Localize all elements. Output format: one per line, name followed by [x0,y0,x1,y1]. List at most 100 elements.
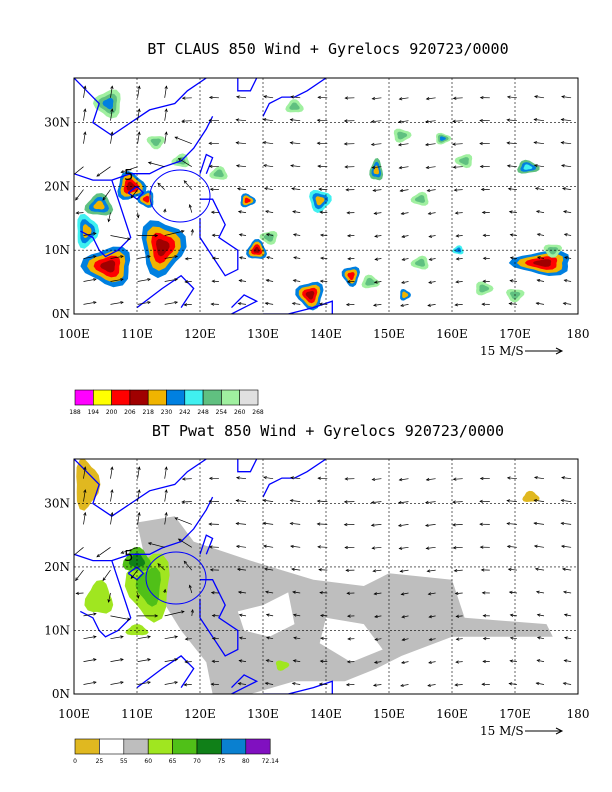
wind-vector-head [291,682,296,686]
wind-vector-head [164,108,168,113]
wind-vector [373,684,382,686]
coastline-segment [199,198,239,277]
wind-vector-head [211,613,216,618]
wind-vector-head [290,164,294,168]
cloud-fill-region [523,164,533,170]
wind-vector [319,303,328,305]
cloud-fill-region [142,195,150,203]
cloud-fill-region [397,131,408,140]
wind-vector [290,545,301,548]
wind-vector-head [136,214,140,219]
wind-vector-head [428,660,432,664]
wind-vector [372,166,382,169]
wind-vector-head [509,279,514,283]
colorbar-label: 248 [197,409,209,416]
wind-vector [454,569,463,572]
wind-vector-head [235,164,240,168]
wind-vector-head [397,523,402,528]
colorbar-label: 254 [216,409,228,416]
panel1-gyre-circle [149,169,211,223]
coastline-segment [231,674,259,694]
wind-vector-head [535,210,540,214]
wind-vector-head [137,511,141,516]
wind-vector [83,512,86,525]
wind-vector [510,234,517,236]
wind-vector [456,615,463,617]
wind-vector-head [75,196,79,201]
wind-vector [178,538,192,548]
wind-vector-head [174,255,179,259]
wind-vector-head [560,499,565,503]
wind-vector [110,615,131,620]
wind-vector [96,547,111,558]
colorbar-label: 65 [169,758,177,765]
wind-vector [191,609,194,616]
wind-vector [239,637,247,640]
wind-vector [507,142,517,145]
panel2-title: BT Pwat 850 Wind + Gyrelocs 920723/0000 [152,422,504,440]
wind-vector-head [506,476,511,480]
wind-vector-head [190,609,194,613]
wind-vector-head [266,256,270,260]
wind-vector [164,681,178,685]
wind-vector [239,257,247,259]
x-tick-label: 140E [310,707,342,721]
wind-vector [563,211,572,213]
wind-vector [508,188,517,190]
wind-vector-head [563,590,567,594]
wind-vector-head [210,682,215,686]
x-tick-label: 160E [436,707,468,721]
coastline-segment [74,553,132,638]
wind-vector-head [318,302,323,306]
wind-vector-head [291,567,295,571]
wind-vector-head [562,682,567,686]
wind-vector [402,638,409,641]
wind-vector [317,500,328,502]
wind-vector-head [344,96,349,100]
colorbar-swatch [93,389,112,406]
wind-vector [174,136,192,145]
wind-vector [266,614,274,617]
wind-vector-head [264,567,268,571]
colorbar-swatch [196,738,222,755]
panel1-gridlines [74,78,578,314]
wind-vector-head [370,500,375,504]
colorbar-label: 242 [179,409,191,416]
cloud-fill-region [253,246,260,253]
wind-vector [428,212,436,215]
wind-vector-head [137,85,141,90]
x-tick-label: 110E [121,327,153,341]
wind-vector-head [238,659,243,663]
wind-vector-head [183,560,188,565]
wind-vector [236,545,247,548]
wind-vector-head [209,568,214,572]
wind-vector-head [562,301,567,306]
wind-vector-head [174,681,179,685]
cloud-fill-region [547,247,559,255]
wind-vector-head [347,637,351,641]
wind-vector [110,255,124,259]
wind-vector-head [399,569,404,573]
wind-vector-head [164,466,168,471]
wind-vector [401,615,409,618]
wind-vector [83,278,97,282]
wind-vector-head [454,211,459,215]
wind-vector [452,501,463,503]
wind-vector-head [83,108,87,112]
colorbar-label: 230 [161,409,173,416]
wind-vector [320,234,328,236]
wind-vector [561,119,572,122]
panel2-map: 5 100E 110E 120E 130E 140E 150E 160E 170E 180 0N… [44,458,589,721]
coastline-segment [237,78,258,92]
coastline-segment [199,534,214,555]
wind-vector [429,235,436,238]
wind-vector [164,512,167,525]
coastline-segment [231,294,259,314]
y-tick-label: 10N [44,243,70,257]
wind-vector-head [174,658,179,662]
wind-vector-head [235,544,240,549]
wind-vector [164,230,185,236]
wind-vector [561,545,572,548]
wind-vector [456,638,463,640]
wind-vector [399,478,409,481]
